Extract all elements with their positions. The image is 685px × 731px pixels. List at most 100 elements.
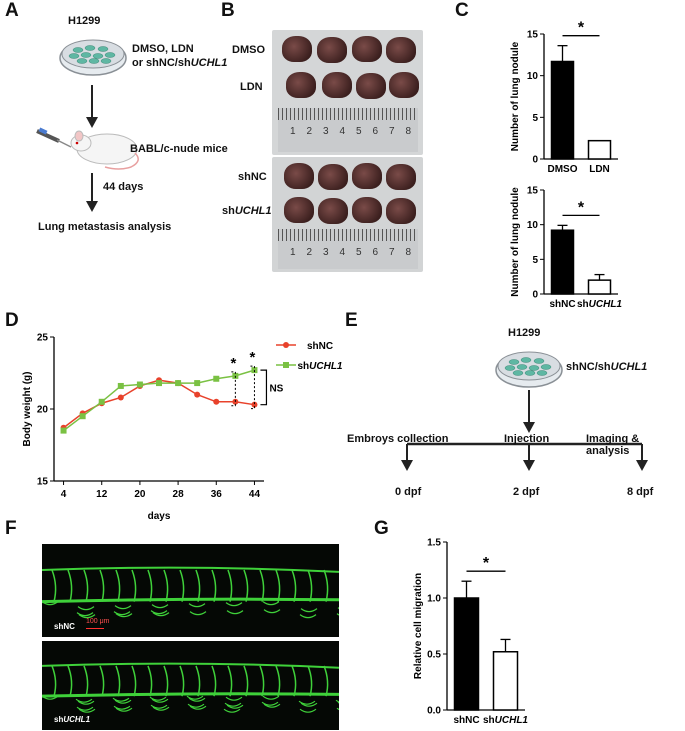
y-tick-label: 0 [532,290,538,301]
x-tick-label: 20 [134,489,146,500]
panel-label-d: D [5,310,19,331]
plexus-vessel [77,606,95,611]
plexus-vessel [336,613,339,616]
plexus-vessel [300,702,318,707]
vasculature [42,566,339,619]
data-point [175,380,182,387]
segmental-vessel [99,665,105,697]
y-tick-label: 15 [527,30,539,41]
segmental-vessel [131,665,137,697]
legend-label: shNC [307,341,333,352]
plexus-vessel [262,601,280,606]
segmental-vessel [323,569,329,602]
ruler-number: 8 [405,247,412,258]
data-point [60,427,67,434]
legend-label: shUCHL1 [297,361,342,372]
plexus-vessel [76,706,94,711]
segmental-vessel [275,665,281,697]
segmental-vessel [243,569,249,602]
category-label: shUCHL1 [577,299,622,310]
plexus-vessel [150,704,168,709]
timepoint-0dpf: 0 dpf [395,486,422,498]
mice-label: BABL/c-nude mice [130,143,228,155]
ruler-number: 4 [339,247,346,258]
data-point [136,381,143,388]
plexus-vessel [112,697,130,702]
plexus-vessel [114,605,132,610]
y-tick-label: 1.0 [427,594,441,605]
segmental-vessel [259,569,265,602]
plexus-vessel [263,703,281,708]
data-point [117,394,124,401]
ruler-number: 1 [290,247,296,258]
bar [587,139,612,160]
y-tick-label: 15 [37,477,49,488]
bar [492,651,519,711]
significance-star: * [578,20,585,37]
segmental-vessel [179,665,185,697]
plexus-vessel [152,612,170,617]
data-point [213,375,220,382]
y-tick-label: 0.5 [427,650,441,661]
treatment-line-2: or shNC/shUCHL1 [132,57,228,69]
plexus-vessel [78,614,96,619]
lung-specimen [352,197,382,223]
y-axis-label: Relative cell migration [413,573,424,679]
zebrafish-image-shuchl1: shUCHL1 [42,641,339,730]
y-tick-label: 20 [37,405,49,416]
plexus-vessel [337,701,339,704]
data-point [79,413,86,420]
lung-specimen [389,72,419,98]
ruler-number: 5 [356,126,362,137]
lung-specimen [282,36,312,62]
segmental-vessel [195,665,201,697]
significance-star: * [578,199,585,216]
scale-bar [86,628,104,629]
data-point [194,391,201,398]
lung-specimen [356,73,386,99]
plexus-vessel [188,603,206,608]
plexus-vessel [225,602,243,607]
chart-c-top: 0 5 10 15 Number of lung nodule DMSO LDN * [510,20,618,175]
significance-star: * [230,355,236,372]
bar [550,229,575,295]
segmental-vessel [67,665,73,697]
plexus-vessel [149,696,167,701]
segmental-vessel [147,569,153,602]
axial-vessel [42,692,339,698]
segmental-vessel [51,569,57,602]
y-tick-label: 10 [527,71,539,82]
fluor-label-shuchl1: shUCHL1 [54,715,91,724]
lung-specimen [386,37,416,63]
plexus-vessel [187,703,205,708]
y-tick-label: 0.0 [427,706,441,717]
plexus-vessel [262,695,280,700]
timepoint-8dpf: 8 dpf [627,486,654,498]
category-label: LDN [589,164,610,175]
plexus-vessel [115,707,133,712]
significance-bracket [231,371,236,407]
panel-label-e: E [345,310,358,331]
y-tick-label: 15 [527,186,539,197]
scale-bar-label: 100 μm [86,618,110,625]
segmental-vessel [99,569,105,602]
step-injection: Injection [504,433,550,445]
segmental-vessel [115,569,121,602]
segmental-vessel [67,569,73,602]
ruler-number: 1 [290,126,296,137]
lung-specimen [386,164,416,190]
panel-label-a: A [5,0,19,21]
plexus-vessel [42,601,59,606]
plexus-vessel [336,707,339,711]
segmental-vessel [147,665,153,697]
bar [453,597,480,711]
ruler-number: 2 [306,247,313,258]
plexus-vessel [42,695,59,700]
y-tick-label: 0 [532,155,538,166]
x-tick-label: 44 [249,489,261,500]
plexus-vessel [189,611,207,616]
ruler-number: 4 [339,126,346,137]
